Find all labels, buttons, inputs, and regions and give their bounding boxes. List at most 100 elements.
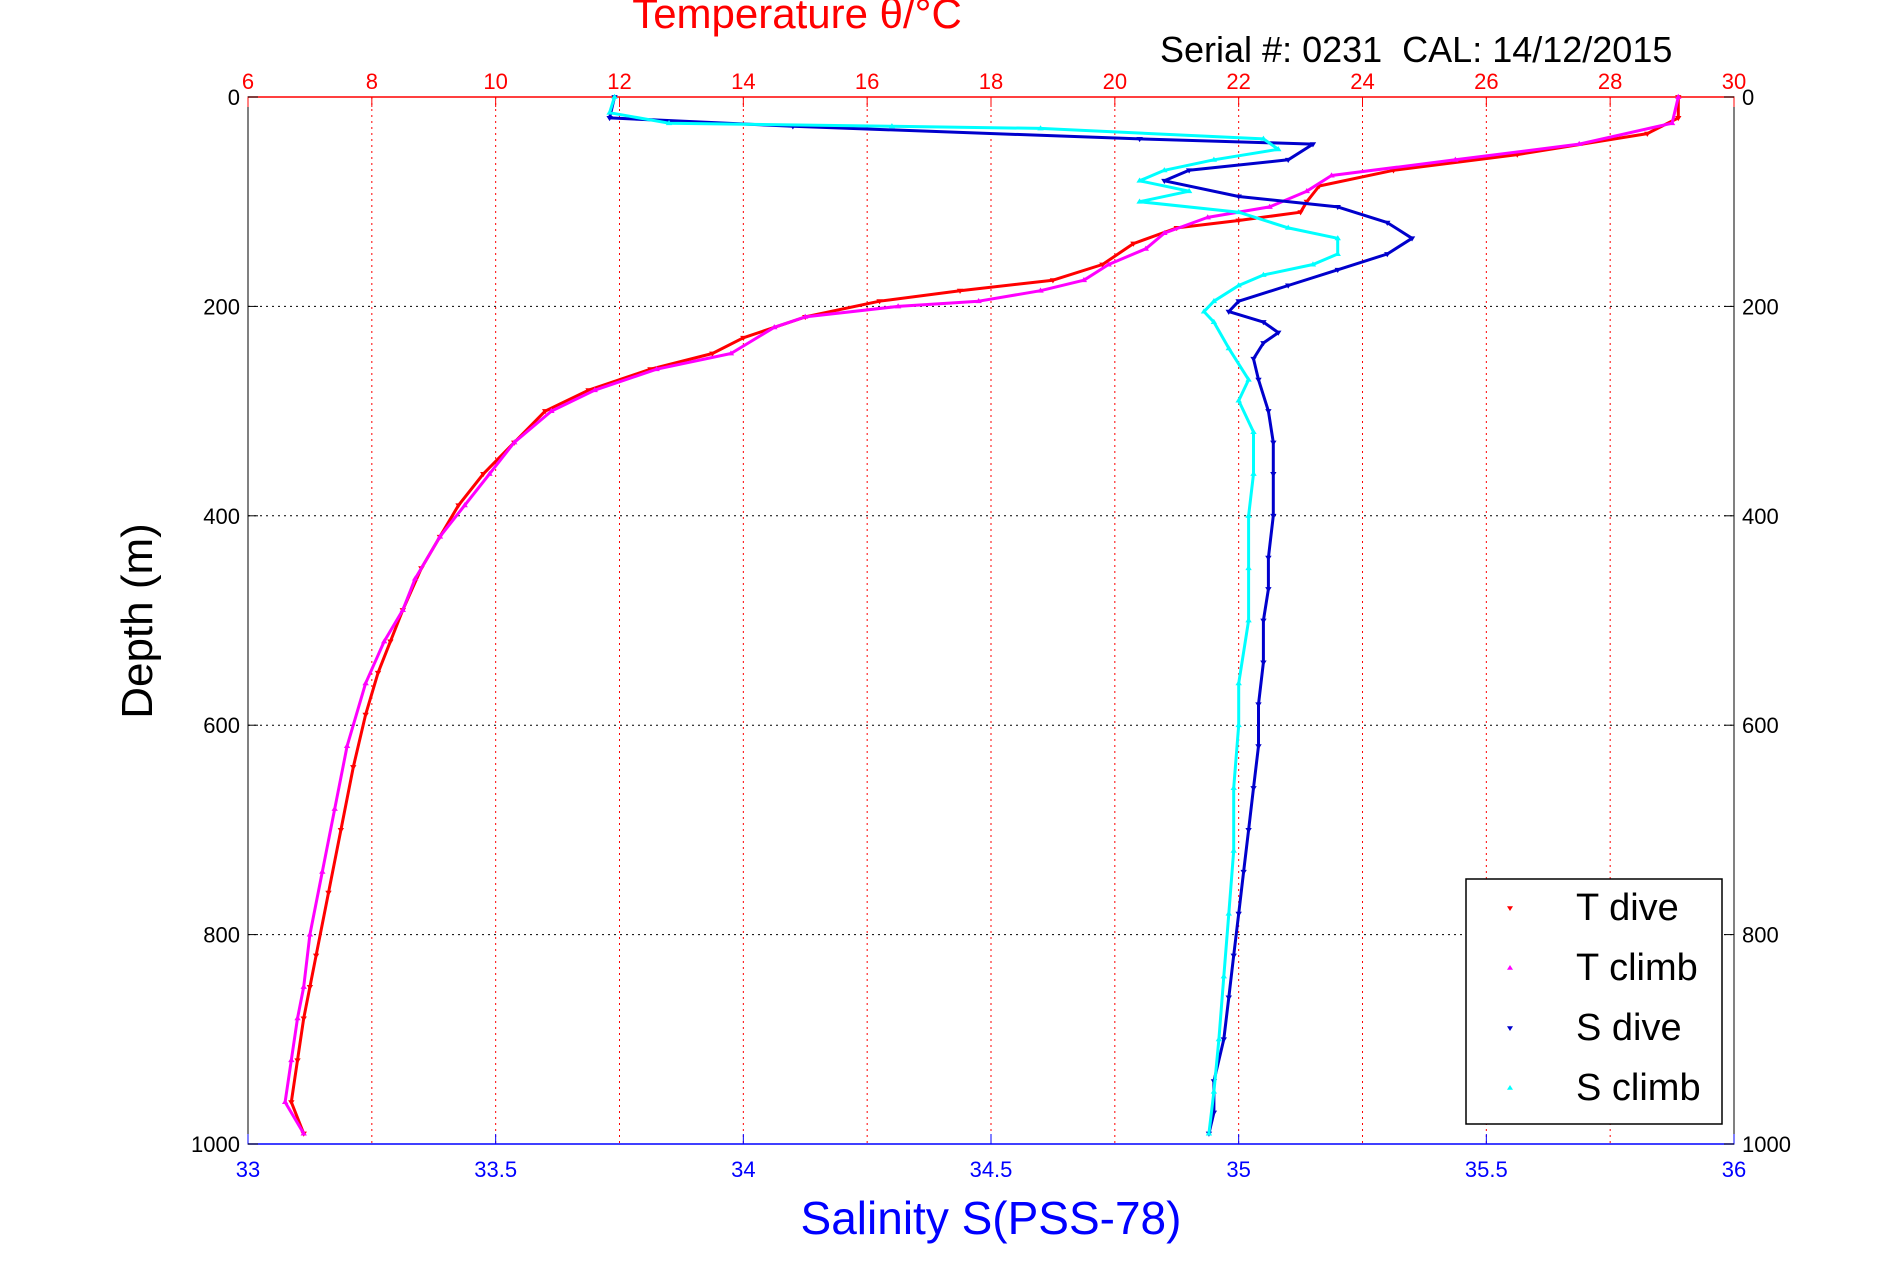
data-point [1270,472,1277,478]
data-point [1255,744,1262,750]
temperature-tick-label: 18 [979,69,1003,94]
depth-tick-label-left: 0 [228,85,240,110]
salinity-axis-title: Salinity S(PSS-78) [801,1192,1182,1244]
data-point [1099,262,1106,268]
data-point [1250,356,1257,362]
depth-tick-label-left: 200 [203,294,240,319]
tick-labels: 6 8 10 12 14 16 18 20 22 24 26 28 30 33 33.5 34 34.5 35 35… [191,69,1791,1182]
data-point [1235,208,1242,215]
data-point [1130,241,1137,247]
data-point [1285,157,1292,164]
data-point [1210,1088,1218,1094]
data-point [591,386,598,393]
data-point [1255,702,1262,708]
data-point [606,109,613,115]
data-point [653,366,660,372]
data-point [1260,271,1267,277]
data-point [1230,784,1237,790]
data-point [1220,973,1228,979]
data-point [300,1016,307,1022]
data-point [511,439,518,445]
data-point [1245,617,1252,623]
depth-axis-title: Depth (m) [113,523,162,719]
data-point [1136,136,1143,143]
data-point [362,680,369,686]
data-point [337,827,345,834]
legend-label: S climb [1576,1067,1701,1109]
data-point [1205,1130,1213,1136]
data-point [1240,869,1247,875]
serial-calibration-label: Serial #: 0231 CAL: 14/12/2015 [1160,29,1672,70]
data-point [374,670,382,677]
data-point [1266,203,1273,209]
depth-tick-label-left: 400 [203,504,240,529]
axis-ticks [247,96,1735,1145]
data-point [306,931,314,937]
data-point [486,470,493,476]
data-point [1245,564,1252,571]
data-point [1644,131,1651,137]
data-point [480,472,487,478]
data-point [1334,235,1341,241]
data-point [1037,125,1044,131]
data-point [1384,252,1391,258]
data-point [1260,341,1267,347]
temperature-tick-label: 26 [1474,69,1498,94]
data-point [1408,236,1416,242]
data-point [1210,318,1218,325]
data-point [288,1100,295,1106]
data-point [1675,93,1682,99]
data-point [1297,210,1304,216]
data-point [325,890,332,896]
legend-label: T climb [1576,947,1698,989]
data-point [1210,156,1218,162]
data-point [1576,140,1583,147]
data-point [1285,283,1292,289]
data-point [1136,177,1143,183]
data-point [300,983,307,989]
salinity-tick-label: 34 [731,1157,755,1182]
depth-tick-label-right: 800 [1742,923,1779,948]
data-point [1230,847,1237,853]
data-point [956,288,964,294]
data-point [1270,440,1277,446]
data-point [1250,470,1257,476]
data-point [1285,224,1292,230]
data-point [1390,168,1397,174]
data-point [1105,261,1112,267]
salinity-tick-label: 33 [236,1157,260,1182]
data-point [331,805,338,811]
depth-tick-label-right: 600 [1742,713,1779,738]
depth-tick-label-left: 800 [203,923,240,948]
data-point [1265,587,1272,593]
data-point [1235,299,1242,305]
data-point [888,123,896,129]
temperature-tick-label: 22 [1226,69,1250,94]
data-point [1225,995,1232,1001]
data-point [306,985,314,991]
data-point [1235,722,1242,728]
legend-marker [1507,1026,1513,1031]
data-point [411,575,419,581]
salinity-tick-label: 34.5 [970,1157,1013,1182]
data-point [1309,142,1317,148]
data-point [1275,330,1282,336]
data-point [1235,397,1242,403]
depth-tick-label-left: 600 [203,713,240,738]
data-point [1260,618,1267,624]
series-trace [608,96,1414,1134]
data-point [771,324,778,330]
data-point [343,742,351,749]
data-point [1235,218,1242,224]
data-point [1037,287,1044,293]
data-point [1225,345,1232,351]
data-point [1235,680,1242,686]
data-point [1161,167,1168,173]
data-point [1260,135,1267,141]
data-point [436,533,444,539]
data-point [1161,178,1168,184]
data-point [1235,282,1242,288]
data-point [1334,267,1341,273]
data-point [294,1015,301,1021]
data-point [1142,245,1149,251]
